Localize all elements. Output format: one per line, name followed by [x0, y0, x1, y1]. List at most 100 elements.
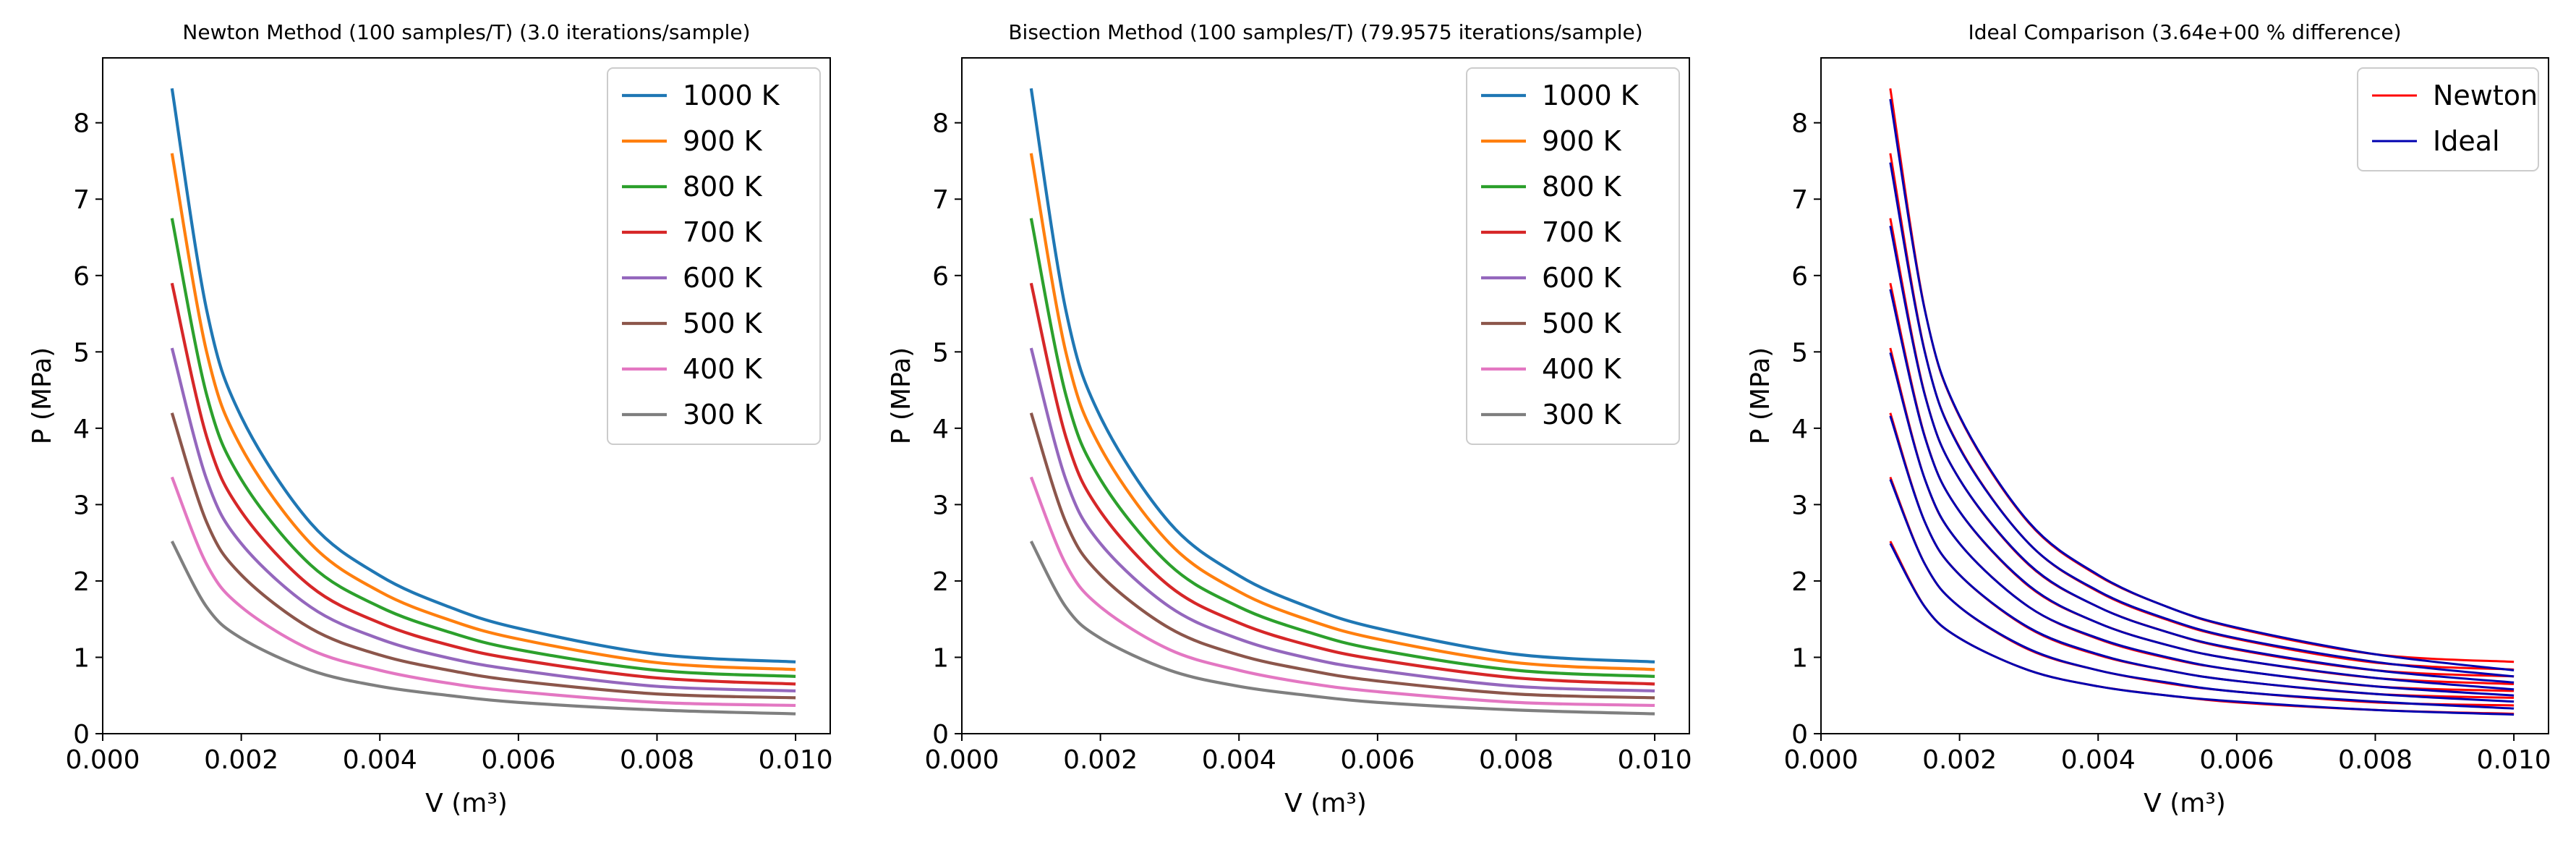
y-tick-label: 3: [1791, 491, 1808, 520]
y-tick-label: 2: [932, 567, 949, 597]
x-tick-label: 0.004: [1202, 745, 1276, 775]
series-line: [1889, 352, 2515, 697]
series-line: [1889, 412, 2515, 699]
legend-label: 600 K: [683, 262, 763, 294]
legend-label: 1000 K: [683, 80, 780, 111]
series-line-900-k: [170, 153, 796, 671]
series-line-800-k: [170, 218, 796, 678]
y-tick-label: 2: [73, 567, 90, 597]
x-tick-label: 0.002: [204, 745, 278, 775]
x-tick-label: 0.000: [65, 745, 140, 775]
chart-title: Ideal Comparison (3.64e+00 % difference): [1968, 20, 2401, 44]
x-tick-label: 0.008: [2338, 745, 2413, 775]
y-tick-label: 1: [1791, 643, 1808, 673]
legend-label: 800 K: [683, 171, 763, 203]
chart-3: Ideal Comparison (3.64e+00 % difference)…: [1746, 20, 2551, 818]
series-line-700-k: [170, 282, 796, 686]
x-tick-label: 0.004: [343, 745, 417, 775]
series-line: [1889, 88, 2515, 663]
x-tick-label: 0.008: [620, 745, 694, 775]
x-tick-label: 0.008: [1479, 745, 1553, 775]
legend-box: [607, 67, 821, 445]
y-tick-label: 0: [73, 720, 90, 750]
legend-label: 400 K: [1542, 353, 1622, 385]
legend: Newton Ideal: [2357, 67, 2539, 171]
y-tick-label: 6: [1791, 262, 1808, 292]
legend-label: Ideal: [2433, 125, 2500, 157]
legend-label: 700 K: [1542, 216, 1622, 248]
chart-2: Bisection Method (100 samples/T) (79.957…: [887, 20, 1692, 818]
y-tick-label: 8: [932, 109, 949, 139]
legend-box: [2357, 67, 2539, 171]
y-tick-label: 4: [1791, 415, 1808, 444]
x-tick-label: 0.002: [1063, 745, 1138, 775]
legend-box: [1466, 67, 1680, 445]
series-line-500-k: [1029, 412, 1655, 700]
legend-label: 300 K: [683, 399, 763, 431]
series-line-500-k: [170, 412, 796, 700]
legend: 1000 K 900 K 800 K 700 K 600 K 500 K 400 K 300 …: [607, 67, 821, 445]
x-tick-label: 0.006: [1340, 745, 1415, 775]
x-axis-label: V (m³): [2144, 789, 2226, 818]
x-axis-label: V (m³): [425, 789, 508, 818]
series-line: [1889, 543, 2515, 716]
series-line-900-k: [1029, 153, 1655, 671]
y-tick-label: 5: [1791, 338, 1808, 368]
y-tick-label: 7: [73, 185, 90, 215]
x-axis-label: V (m³): [1284, 789, 1367, 818]
x-tick-label: 0.006: [2199, 745, 2274, 775]
series-line-700-k: [1029, 282, 1655, 686]
axes-frame: [1820, 57, 2549, 734]
y-tick-label: 3: [932, 491, 949, 520]
legend-label: 800 K: [1542, 171, 1622, 203]
chart-1: Newton Method (100 samples/T) (3.0 itera…: [27, 20, 833, 818]
legend-label: 500 K: [683, 308, 763, 339]
x-tick-label: 0.010: [1618, 745, 1692, 775]
series-line: [1889, 153, 2515, 671]
y-tick-label: 5: [73, 338, 90, 368]
legend-label: 1000 K: [1542, 80, 1639, 111]
y-tick-label: 7: [1791, 185, 1808, 215]
legend-label: 900 K: [683, 125, 763, 157]
series-line: [1889, 347, 2515, 692]
y-tick-label: 6: [73, 262, 90, 292]
y-tick-label: 7: [932, 185, 949, 215]
y-tick-label: 2: [1791, 567, 1808, 597]
y-axis-label: P (MPa): [27, 347, 57, 444]
series-line-800-k: [1029, 218, 1655, 678]
series-line-400-k: [1029, 476, 1655, 708]
y-axis-label: P (MPa): [1746, 347, 1775, 444]
series-line-1000-k: [1029, 88, 1655, 663]
legend-label: 900 K: [1542, 125, 1622, 157]
legend: 1000 K 900 K 800 K 700 K 600 K 500 K 400 K 300 …: [1466, 67, 1680, 445]
y-tick-label: 4: [73, 415, 90, 444]
x-tick-label: 0.002: [1922, 745, 1997, 775]
axes-frame: [961, 57, 1690, 734]
y-tick-label: 6: [932, 262, 949, 292]
x-tick-label: 0.010: [759, 745, 833, 775]
y-tick-label: 4: [932, 415, 949, 444]
y-tick-label: 3: [73, 491, 90, 520]
y-tick-label: 1: [932, 643, 949, 673]
y-tick-label: 0: [1791, 720, 1808, 750]
series-line: [1889, 415, 2515, 703]
series-line: [1889, 476, 2515, 707]
legend-label: 300 K: [1542, 399, 1622, 431]
legend-label: 600 K: [1542, 262, 1622, 294]
y-tick-label: 1: [73, 643, 90, 673]
y-tick-label: 0: [932, 720, 949, 750]
series-line: [1889, 225, 2515, 684]
legend-label: Newton: [2433, 80, 2538, 111]
x-tick-label: 0.000: [924, 745, 999, 775]
x-tick-label: 0.004: [2061, 745, 2136, 775]
series-line-600-k: [170, 347, 796, 692]
y-tick-label: 5: [932, 338, 949, 368]
series-line-300-k: [1029, 540, 1655, 716]
y-tick-label: 8: [1791, 109, 1808, 139]
series-line: [1889, 162, 2515, 678]
series-line-600-k: [1029, 347, 1655, 692]
y-axis-label: P (MPa): [887, 347, 916, 444]
x-tick-label: 0.000: [1783, 745, 1858, 775]
series-line: [1889, 478, 2515, 710]
